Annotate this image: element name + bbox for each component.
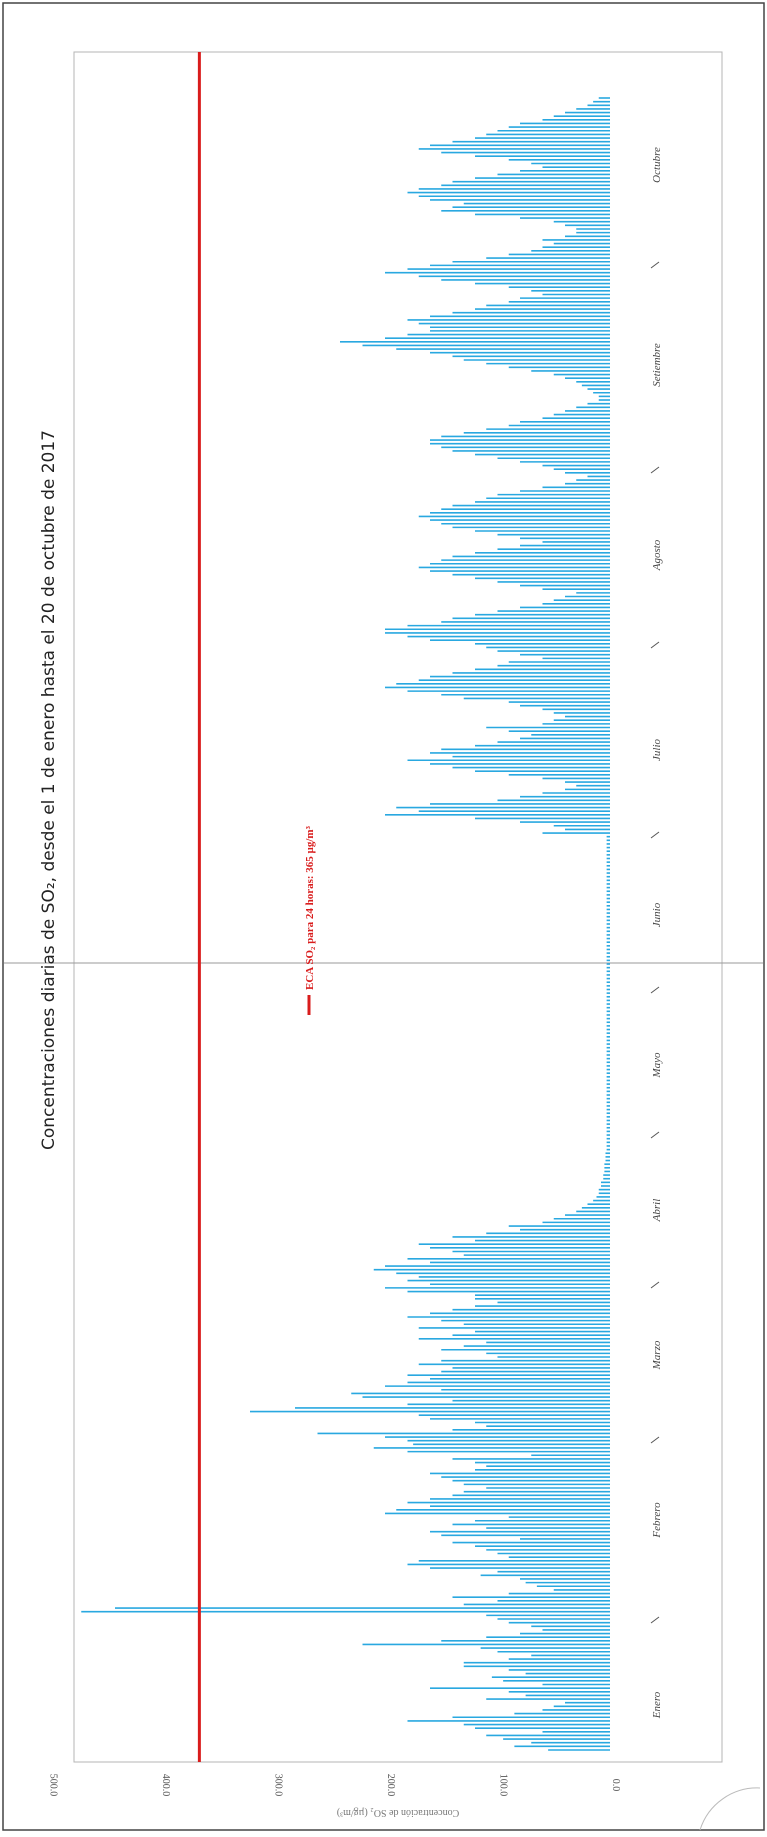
month-label: Mayo	[651, 1052, 663, 1079]
chart-title: Concentraciones diarias de SO₂, desde el…	[39, 430, 59, 1150]
y-tick-label: 0.0	[610, 1779, 621, 1792]
month-label: Febrero	[651, 1502, 663, 1539]
y-axis-label: Concentración de SO₂ (µg/m³)	[337, 1807, 460, 1818]
month-divider	[650, 1281, 660, 1289]
y-tick-label: 300.0	[273, 1774, 284, 1797]
month-label: Octubre	[651, 147, 663, 183]
y-tick-label: 200.0	[385, 1774, 396, 1797]
month-divider	[650, 1436, 660, 1444]
month-label: Setiembre	[651, 343, 663, 387]
month-label: Julio	[651, 739, 663, 761]
y-tick-label: 500.0	[48, 1774, 59, 1797]
month-label: Agosto	[651, 539, 663, 571]
month-label: Marzo	[651, 1340, 663, 1370]
month-divider	[650, 831, 660, 839]
y-tick-label: 400.0	[160, 1774, 171, 1797]
plot-frame	[73, 51, 723, 1763]
stamp-mark	[699, 1787, 761, 1831]
y-tick-label: 100.0	[498, 1774, 509, 1797]
bars-group	[81, 97, 610, 1751]
reference-legend-label: ECA SO₂ para 24 horas: 365 µg/m³	[304, 825, 316, 990]
month-divider	[650, 1131, 660, 1139]
month-labels-group: Enero Febrero Marzo Abril Mayo Junio Julio Agos…	[650, 147, 663, 1719]
month-label: Abril	[651, 1199, 663, 1223]
month-divider	[650, 1616, 660, 1624]
month-divider	[650, 986, 660, 994]
month-divider	[650, 466, 660, 474]
month-label: Junio	[651, 902, 663, 927]
month-divider	[650, 641, 660, 649]
month-divider	[650, 261, 660, 269]
month-label: Enero	[651, 1691, 663, 1719]
